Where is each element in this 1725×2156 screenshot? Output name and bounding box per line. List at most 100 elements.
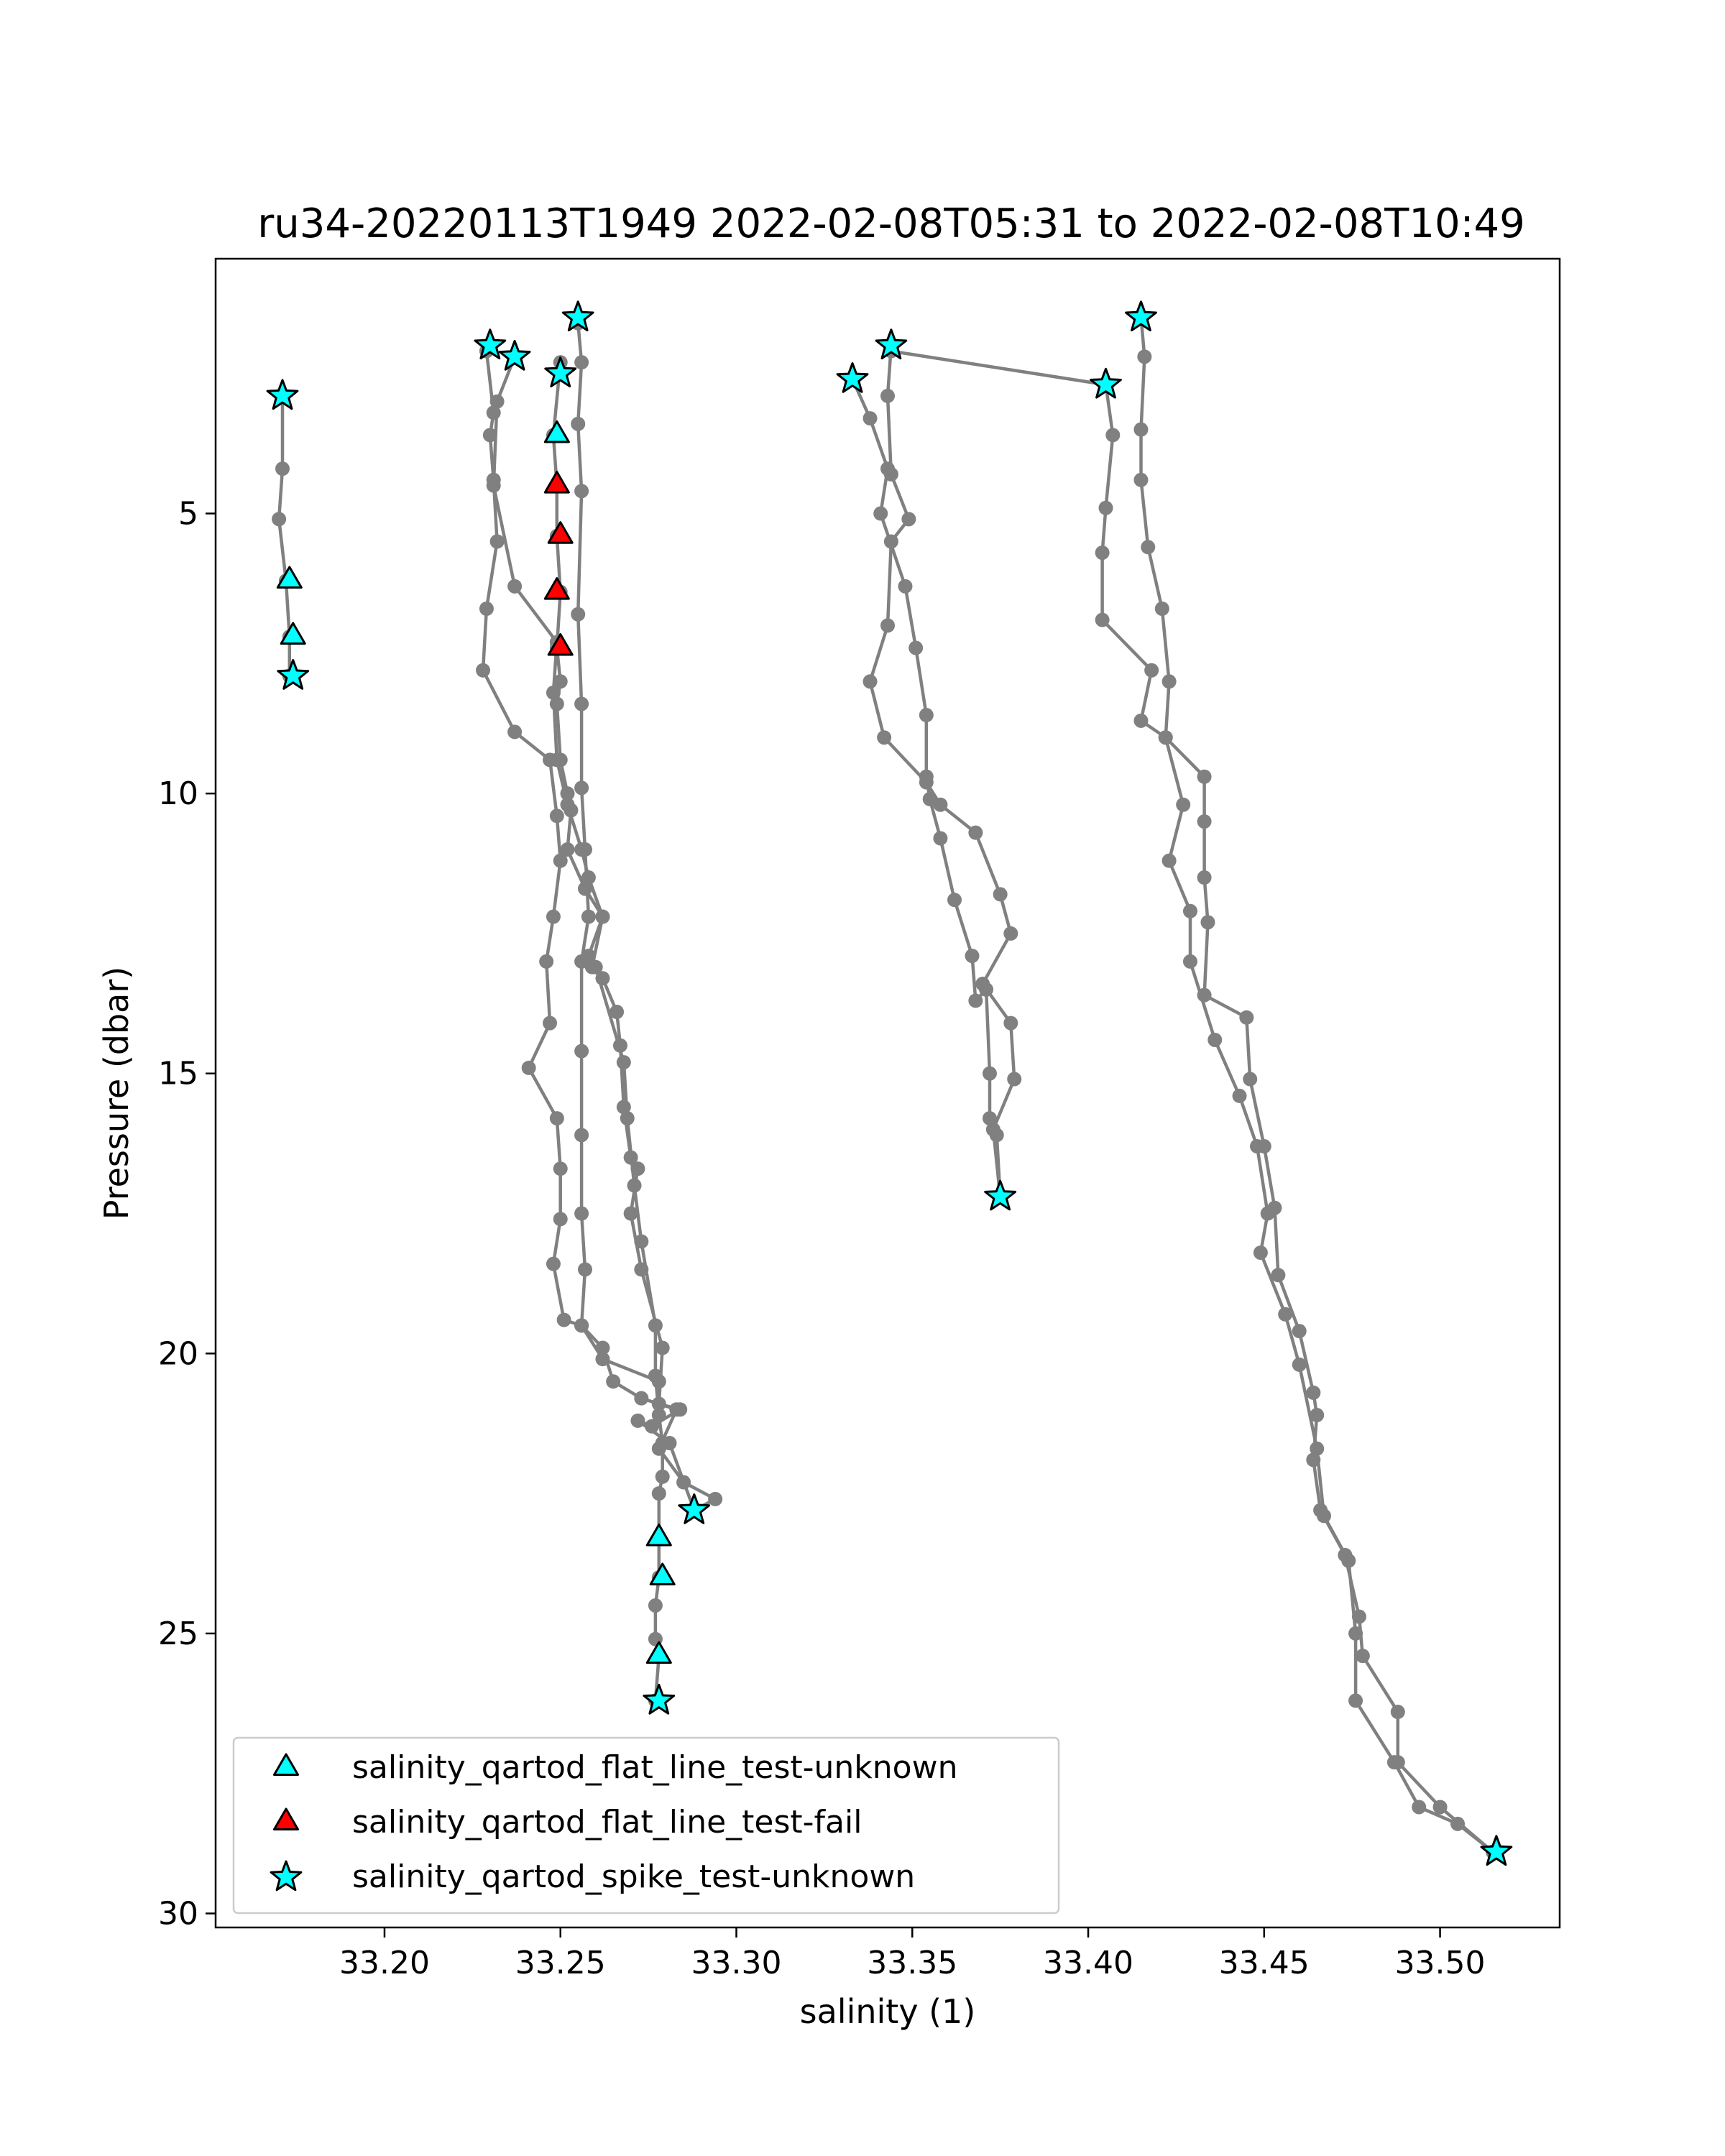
profile-point (1003, 1015, 1018, 1031)
profile-point (1310, 1408, 1325, 1423)
profile-point (919, 708, 934, 723)
y-tick-label: 25 (158, 1616, 198, 1652)
profile-point (1182, 954, 1197, 969)
profile-point (862, 674, 878, 689)
legend-label-flat-line-unknown: salinity_qartod_flat_line_test-unknown (352, 1749, 957, 1786)
profile-point (1007, 1072, 1022, 1087)
profile-point (549, 1111, 564, 1126)
flat-line-fail-marker (543, 577, 570, 600)
profile-point (272, 512, 287, 527)
profile-point (574, 1044, 589, 1059)
profile-point (539, 954, 554, 969)
profile-point (648, 1318, 663, 1333)
spike-flag-marker (1480, 1835, 1513, 1866)
profile-point (1348, 1693, 1363, 1708)
profile-point (486, 478, 501, 493)
profile-point (553, 1212, 568, 1227)
profile-point (919, 775, 934, 790)
profile-point (676, 1475, 691, 1490)
profile-point (1197, 814, 1212, 829)
profile-point (507, 579, 523, 594)
profile-point (965, 949, 980, 964)
profile-point (1003, 926, 1018, 941)
profile-point (993, 887, 1008, 902)
profile-point (1133, 422, 1149, 437)
profile-line-5 (850, 378, 1002, 1197)
profile-point (574, 484, 589, 499)
profile-point (669, 1402, 684, 1417)
flat-line-fail-marker (547, 521, 574, 544)
profile-point (1162, 674, 1177, 689)
profile-point (574, 1128, 589, 1143)
markers-layer (266, 300, 1513, 1866)
profile-point (620, 1111, 635, 1126)
y-tick-label: 10 (158, 775, 198, 812)
profile-point (1253, 1245, 1268, 1261)
profile-point (708, 1491, 723, 1506)
profile-point (578, 842, 593, 857)
profile-point (1260, 1206, 1275, 1221)
x-tick-label: 33.30 (691, 1945, 782, 1981)
profile-point (877, 730, 892, 745)
profile-point (634, 1391, 649, 1406)
plot-frame (214, 257, 1561, 1929)
profile-point (489, 534, 505, 549)
profile-point (968, 825, 983, 840)
profile-point (1450, 1816, 1466, 1831)
profile-point (482, 428, 497, 443)
flat-line-fail-marker (543, 471, 570, 494)
spike-flag-marker (678, 1493, 711, 1524)
x-tick-label: 33.20 (339, 1945, 430, 1981)
spike-flag-marker (474, 328, 507, 360)
chart-title: ru34-20220113T1949 2022-02-08T05:31 to 2… (257, 201, 1524, 247)
flat-line-fail-marker (547, 633, 574, 656)
profile-point (627, 1178, 642, 1193)
profile-point (610, 1005, 625, 1020)
profile-point (1271, 1268, 1286, 1283)
profile-point (1133, 472, 1149, 487)
profile-point (1144, 663, 1159, 678)
profile-point (560, 842, 575, 857)
profile-point (1158, 730, 1173, 745)
legend-marker-0 (272, 1753, 300, 1776)
profile-point (1182, 903, 1197, 918)
flat-line-unknown-marker (280, 622, 306, 645)
profile-point (549, 696, 564, 711)
profile-point (908, 640, 924, 655)
profile-point (1243, 1072, 1258, 1087)
y-axis-label: Pressure (dbar) (97, 967, 136, 1220)
profile-point (933, 797, 948, 812)
y-tick-label: 5 (178, 496, 198, 533)
profile-point (574, 1206, 589, 1221)
legend-label-flat-line-fail: salinity_qartod_flat_line_test-fail (352, 1804, 862, 1841)
profile-point (574, 780, 589, 796)
profile-point (571, 607, 586, 622)
legend-marker-2 (270, 1860, 303, 1892)
profile-point (655, 1435, 670, 1450)
profile-point (549, 808, 564, 824)
x-tick-label: 33.25 (515, 1945, 606, 1981)
profile-point (571, 416, 586, 431)
profile-point (1197, 870, 1212, 885)
profile-point (982, 1066, 997, 1081)
profile-point (606, 1374, 621, 1389)
profile-point (933, 831, 948, 846)
profile-point (588, 959, 603, 975)
profile-point (1412, 1800, 1427, 1815)
profile-point (578, 881, 593, 896)
profile-point (880, 618, 895, 633)
profile-point (556, 1312, 571, 1327)
spike-flag-marker (498, 339, 531, 371)
profile-point (1278, 1307, 1293, 1322)
profile-point (553, 752, 568, 768)
profile-point (651, 1486, 666, 1501)
profile-point (1162, 853, 1177, 868)
profile-line-6 (868, 345, 1016, 1197)
profile-point (553, 674, 568, 689)
profile-point (623, 1206, 638, 1221)
profile-point (901, 512, 916, 527)
profile-point (553, 853, 568, 868)
profile-point (521, 1060, 536, 1075)
profile-point (476, 663, 491, 678)
profile-point (862, 411, 878, 426)
